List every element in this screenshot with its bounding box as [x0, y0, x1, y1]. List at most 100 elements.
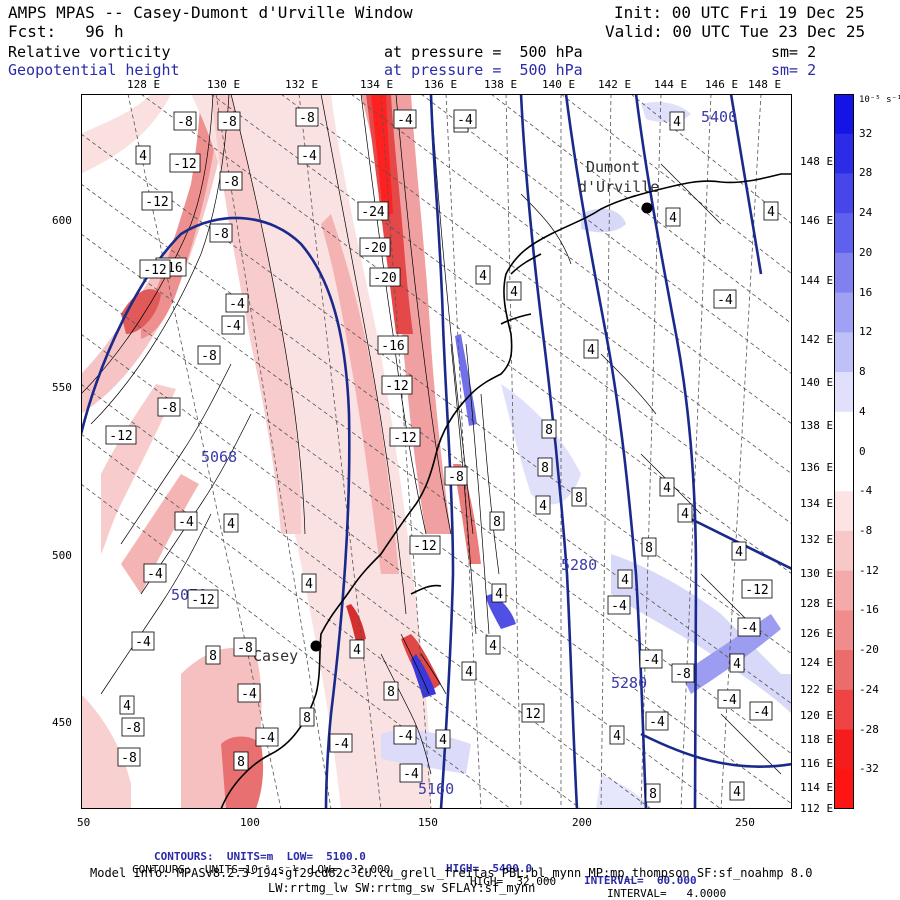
colorbar-swatch — [834, 372, 854, 413]
svg-text:4: 4 — [439, 733, 447, 748]
field1-level: at pressure = 500 hPa — [384, 43, 583, 61]
colorbar-label: 8 — [859, 365, 866, 379]
colorbar-label: 28 — [859, 166, 873, 180]
svg-text:-12: -12 — [385, 379, 408, 394]
vorticity-contour-label: 4 — [669, 111, 685, 131]
right-longitude-label: 130 E — [800, 567, 834, 580]
vorticity-contour-label: 4 — [435, 729, 451, 749]
svg-text:4: 4 — [767, 205, 775, 220]
vorticity-contour-label: 8 — [299, 707, 315, 727]
svg-text:4: 4 — [123, 699, 131, 714]
svg-text:-4: -4 — [135, 635, 151, 650]
colorbar-swatch — [834, 292, 854, 333]
right-longitude-label: 144 E — [800, 274, 834, 287]
svg-text:-4: -4 — [457, 113, 473, 128]
vort-interval: INTERVAL= 4.0000 — [607, 887, 727, 900]
vorticity-contour-label: -4 — [221, 315, 245, 335]
top-longitude-label: 142 E — [598, 78, 632, 91]
svg-text:4: 4 — [353, 643, 361, 658]
svg-text:-8: -8 — [675, 667, 691, 682]
vorticity-contour-label: -4 — [645, 711, 669, 731]
height-units-low: CONTOURS: UNITS=m LOW= 5100.0 — [154, 850, 366, 863]
svg-text:4: 4 — [489, 639, 497, 654]
svg-text:-8: -8 — [448, 470, 464, 485]
vorticity-contour-label: 4 — [223, 513, 239, 533]
vorticity-contour-label: -4 — [143, 563, 167, 583]
vorticity-contour-label: 8 — [541, 419, 557, 439]
vorticity-contour-label: -8 — [217, 111, 241, 131]
height-label: 5400 — [701, 108, 737, 126]
vorticity-contour-label: -12 — [381, 375, 413, 395]
svg-text:4: 4 — [613, 729, 621, 744]
svg-text:-4: -4 — [721, 693, 737, 708]
svg-text:4: 4 — [495, 587, 503, 602]
vorticity-contour-label: 4 — [535, 495, 551, 515]
right-longitude-label: 122 E — [800, 683, 834, 696]
height-interval: INTERVAL= 60.000 — [584, 874, 697, 887]
vorticity-contour-label: 4 — [583, 339, 599, 359]
svg-text:4: 4 — [139, 149, 147, 164]
height-label: 5280 — [611, 674, 647, 692]
top-longitude-label: 146 E — [705, 78, 739, 91]
vorticity-contour-label: -8 — [295, 107, 319, 127]
vorticity-contour-label: -12 — [105, 425, 137, 445]
vorticity-contour-label: 8 — [233, 751, 249, 771]
right-longitude-label: 112 E — [800, 802, 834, 815]
vorticity-contour-label: -20 — [359, 237, 391, 257]
vorticity-contour-label: -24 — [357, 201, 389, 221]
svg-text:-20: -20 — [363, 241, 386, 256]
right-longitude-label: 136 E — [800, 461, 834, 474]
vorticity-contour-label: 4 — [135, 145, 151, 165]
svg-text:4: 4 — [663, 481, 671, 496]
svg-text:-12: -12 — [745, 583, 768, 598]
y-tick-label: 500 — [52, 549, 72, 562]
height-contour-info-line: CONTOURS: UNITS=m LOW= 5100.0 HIGH= 5400… — [0, 839, 900, 887]
vorticity-contour-label: 4 — [485, 635, 501, 655]
vorticity-map: Dumont d'Urville Casey 5400 5280 5280 50… — [81, 94, 792, 809]
svg-text:-4: -4 — [225, 319, 241, 334]
vorticity-contour-label: -4 — [255, 727, 279, 747]
svg-text:-4: -4 — [649, 715, 665, 730]
colorbar-label: 20 — [859, 245, 873, 259]
right-longitude-label: 114 E — [800, 781, 834, 794]
right-longitude-label: 138 E — [800, 419, 834, 432]
vorticity-contour-label: -4 — [297, 145, 321, 165]
vorticity-contour-label: 4 — [506, 281, 522, 301]
field1-smoothing: sm= 2 — [771, 43, 817, 61]
model-info: Model Info: MPASv8.2.3-194-gf29cd82c CU:… — [90, 866, 813, 880]
vorticity-contour-label: -8 — [173, 111, 197, 131]
svg-text:-12: -12 — [143, 263, 166, 278]
geopotential-height-contours — [81, 94, 792, 809]
svg-text:4: 4 — [733, 785, 741, 800]
svg-text:8: 8 — [575, 491, 583, 506]
vorticity-contour-label: 8 — [383, 681, 399, 701]
top-longitude-label: 132 E — [285, 78, 319, 91]
vort-high: HIGH= 32.000 — [470, 875, 557, 888]
colorbar-label: 0 — [859, 444, 866, 458]
svg-text:-12: -12 — [393, 431, 416, 446]
y-tick-label: 450 — [52, 716, 72, 729]
svg-text:12: 12 — [525, 707, 541, 722]
svg-text:-24: -24 — [361, 205, 385, 220]
vorticity-contour-label: -4 — [393, 725, 417, 745]
place-label-dumont: Dumont — [586, 158, 640, 176]
svg-text:8: 8 — [649, 787, 657, 802]
vorticity-contour-label: 8 — [571, 487, 587, 507]
svg-text:8: 8 — [237, 755, 245, 770]
vorticity-contour-label: -8 — [117, 747, 141, 767]
field2-smoothing: sm= 2 — [771, 61, 817, 79]
vorticity-contour-label: -4 — [453, 109, 477, 129]
colorbar-label: 12 — [859, 325, 873, 339]
y-tick-label: 600 — [52, 214, 72, 227]
svg-text:-8: -8 — [201, 349, 217, 364]
svg-text:4: 4 — [735, 545, 743, 560]
vorticity-contour-label: -12 — [741, 579, 773, 599]
svg-text:-4: -4 — [403, 767, 419, 782]
svg-text:8: 8 — [493, 515, 501, 530]
colorbar-swatch — [834, 173, 854, 214]
field2-level: at pressure = 500 hPa — [384, 61, 583, 79]
vorticity-contour-label: -8 — [121, 717, 145, 737]
vorticity-contour-label: 8 — [645, 783, 661, 803]
colorbar-swatch — [834, 650, 854, 691]
vorticity-contour-label: -12 — [187, 589, 219, 609]
